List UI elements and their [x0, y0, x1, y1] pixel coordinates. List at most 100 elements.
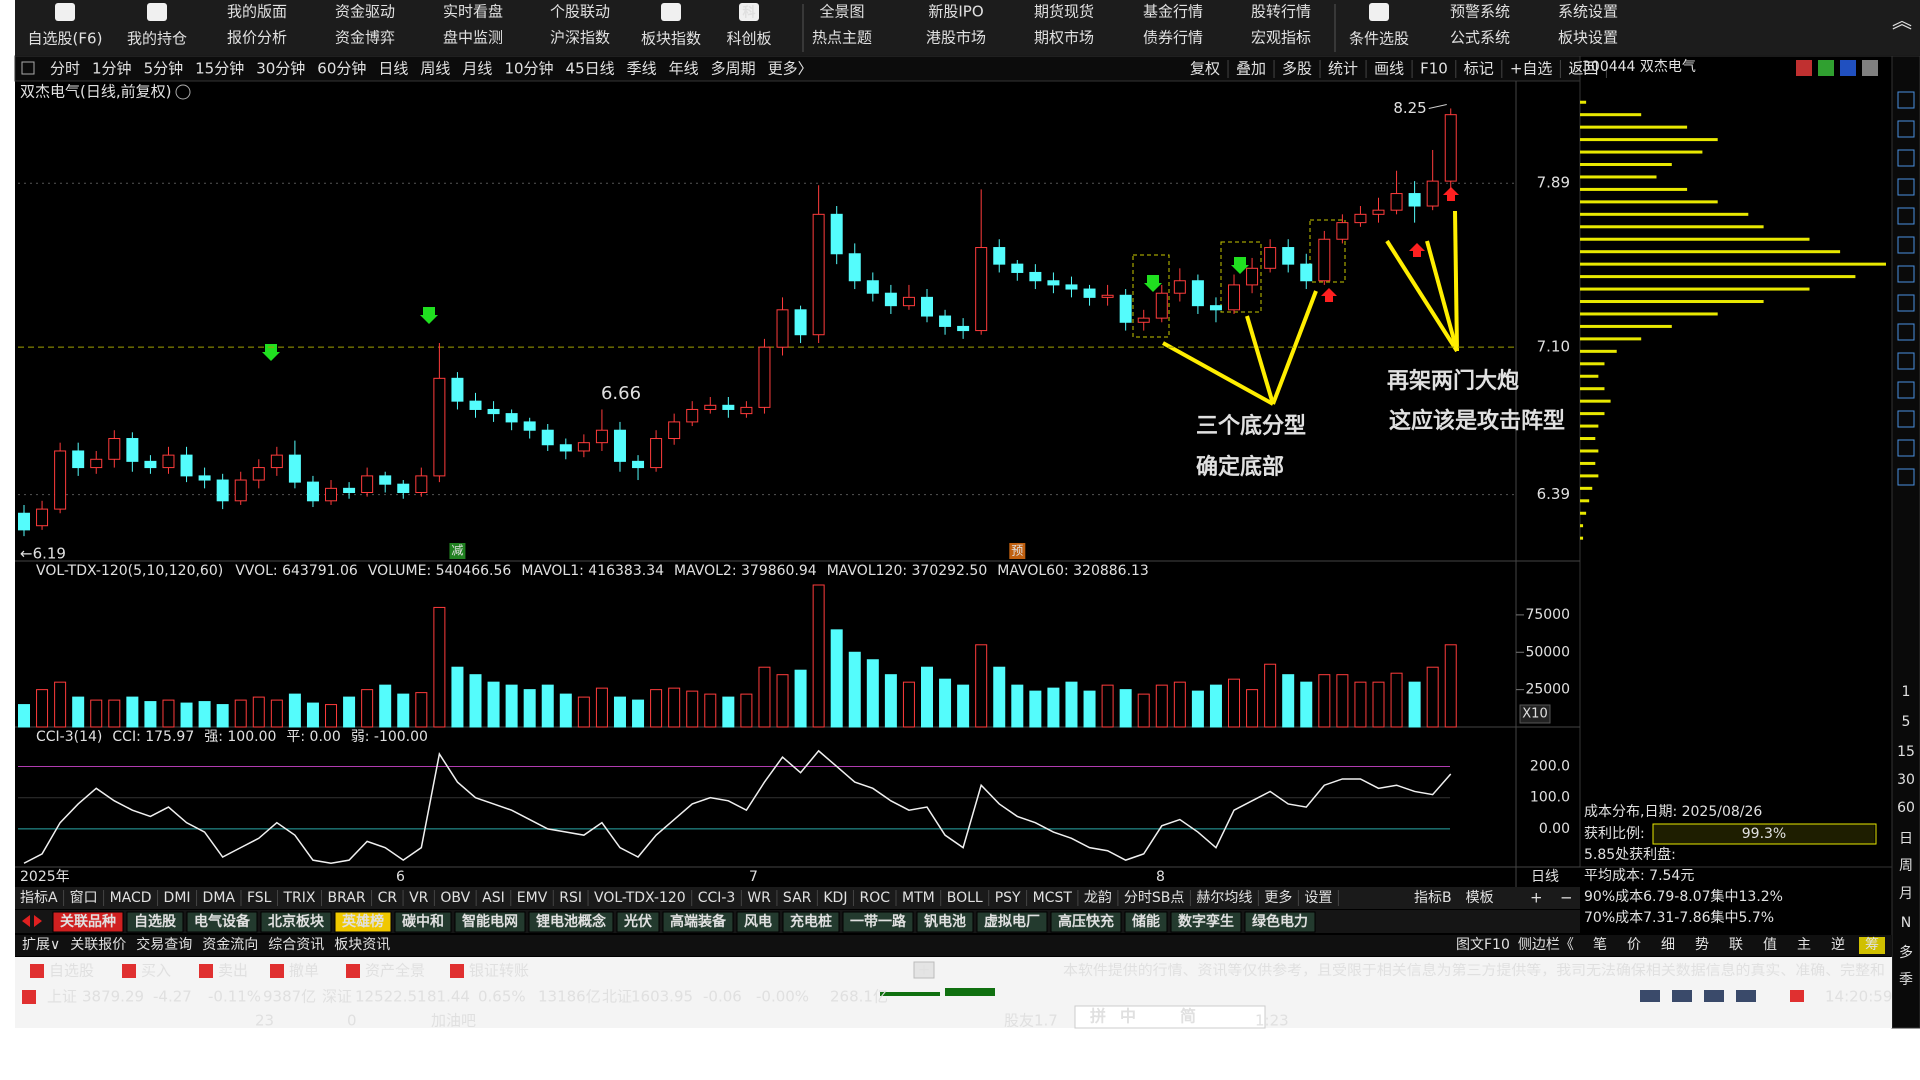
sector-tab[interactable]: 虚拟电厂: [984, 913, 1040, 930]
toolbar-item[interactable]: 板块设置: [1558, 29, 1618, 47]
ime-key[interactable]: 简: [1180, 1007, 1196, 1026]
toolbar-icon[interactable]: [661, 3, 681, 21]
tray-icon[interactable]: [1640, 990, 1660, 1002]
trade-button[interactable]: 银证转账: [469, 962, 529, 980]
view-tab[interactable]: 主: [1797, 937, 1811, 953]
sector-tab[interactable]: 高端装备: [670, 913, 727, 930]
trade-icon[interactable]: [346, 964, 360, 978]
chart-tool[interactable]: 标记: [1464, 60, 1494, 78]
info-tab[interactable]: 侧边栏《: [1518, 937, 1574, 953]
indicator-tab[interactable]: DMI: [164, 890, 191, 906]
toolbar-icon[interactable]: [1369, 3, 1389, 21]
side-tool[interactable]: [1897, 149, 1915, 167]
side-icon[interactable]: [1796, 60, 1812, 76]
side-tool[interactable]: [1897, 323, 1915, 341]
side-icon[interactable]: [1818, 60, 1834, 76]
view-tab[interactable]: 笔: [1593, 937, 1607, 953]
period-tab[interactable]: 月线: [462, 60, 492, 78]
trade-button[interactable]: 撤单: [289, 962, 319, 980]
side-tool[interactable]: [1897, 207, 1915, 225]
indicator-tab[interactable]: DMA: [203, 890, 236, 906]
tray-icon[interactable]: [1790, 990, 1804, 1002]
period-tab[interactable]: 30分钟: [256, 60, 305, 78]
indicator-tab[interactable]: MTM: [902, 890, 935, 906]
indicator-tab[interactable]: RSI: [559, 890, 582, 906]
indicator-tab[interactable]: CCI-3: [698, 890, 736, 906]
side-period[interactable]: 15: [1897, 744, 1915, 760]
view-tab[interactable]: 联: [1729, 937, 1743, 953]
chart-tool[interactable]: 复权: [1190, 60, 1220, 78]
side-tool[interactable]: [1897, 410, 1915, 428]
trade-icon[interactable]: [30, 964, 44, 978]
indicator-tab[interactable]: MACD: [110, 890, 152, 906]
side-period[interactable]: N: [1901, 915, 1911, 931]
info-tab[interactable]: 资金流向: [202, 937, 258, 953]
indicator-tab[interactable]: 模板: [1466, 890, 1494, 906]
ime-key[interactable]: 拼: [1090, 1007, 1106, 1026]
period-tab[interactable]: 60分钟: [317, 60, 366, 78]
toolbar-item[interactable]: 盘中监测: [443, 29, 503, 47]
side-period[interactable]: 30: [1897, 772, 1915, 788]
sector-tab[interactable]: 高压快充: [1058, 913, 1114, 930]
chart-tool[interactable]: +自选: [1510, 60, 1553, 78]
indicator-tab[interactable]: EMV: [517, 890, 548, 906]
indicator-tab[interactable]: 设置: [1304, 890, 1332, 906]
info-tab[interactable]: 综合资讯: [268, 937, 324, 953]
side-period[interactable]: 日: [1899, 831, 1913, 847]
toolbar-item[interactable]: 我的持仓: [127, 30, 187, 48]
side-icon[interactable]: [1840, 60, 1856, 76]
chart-tool[interactable]: 叠加: [1236, 60, 1266, 78]
indicator-tab[interactable]: 窗口: [70, 889, 98, 906]
indicator-tab[interactable]: MCST: [1033, 890, 1073, 906]
side-tool[interactable]: [1897, 439, 1915, 457]
toolbar-item[interactable]: 沪深指数: [550, 29, 610, 47]
sector-tab[interactable]: 绿色电力: [1252, 913, 1308, 930]
side-tool[interactable]: [1897, 91, 1915, 109]
chart-tool[interactable]: 统计: [1328, 60, 1358, 78]
view-tab[interactable]: 势: [1695, 937, 1709, 953]
indicator-tab[interactable]: 龙韵: [1084, 890, 1112, 906]
sector-tab[interactable]: 数字孪生: [1178, 913, 1234, 930]
sector-tab[interactable]: 充电桩: [790, 913, 832, 930]
toolbar-item[interactable]: 公式系统: [1450, 29, 1510, 47]
indicator-tab[interactable]: 指标A: [20, 890, 58, 906]
info-tab[interactable]: 交易查询: [136, 936, 192, 953]
indicator-tab[interactable]: VR: [409, 890, 429, 906]
sector-tab[interactable]: 英雄榜: [341, 913, 384, 930]
toolbar-item[interactable]: 科创板: [726, 30, 771, 48]
indicator-tab[interactable]: 赫尔均线: [1196, 890, 1252, 906]
period-tab[interactable]: 5分钟: [144, 60, 184, 78]
period-tab[interactable]: 15分钟: [195, 60, 244, 78]
side-period[interactable]: 5: [1902, 714, 1911, 730]
view-tab[interactable]: 筹: [1865, 936, 1879, 953]
trade-button[interactable]: 资产全景: [365, 962, 425, 980]
title-dropdown[interactable]: [175, 84, 191, 100]
toolbar-item[interactable]: 条件选股: [1349, 30, 1409, 48]
toolbar-item[interactable]: 资金博弈: [335, 29, 395, 47]
period-tab[interactable]: 年线: [669, 60, 699, 78]
indicator-tab[interactable]: 指标B: [1414, 890, 1452, 906]
side-tool[interactable]: [1897, 294, 1915, 312]
period-tab[interactable]: 周线: [420, 60, 450, 78]
add-icon[interactable]: +: [1530, 889, 1543, 907]
sector-tab[interactable]: 风电: [744, 913, 772, 930]
side-tool[interactable]: [1897, 381, 1915, 399]
side-tool[interactable]: [1897, 120, 1915, 138]
info-tab[interactable]: 板块资讯: [334, 937, 390, 953]
trade-icon[interactable]: [199, 964, 213, 978]
indicator-tab[interactable]: KDJ: [823, 890, 847, 906]
toolbar-item[interactable]: 系统设置: [1558, 3, 1618, 21]
indicator-tab[interactable]: CR: [378, 890, 398, 906]
ime-key[interactable]: 中: [1120, 1007, 1136, 1026]
info-tab[interactable]: 关联报价: [70, 937, 126, 953]
trade-button[interactable]: 自选股: [49, 962, 94, 980]
toolbar-icon[interactable]: [147, 3, 167, 21]
chart-tool[interactable]: 返回: [1568, 60, 1598, 78]
menu-icon[interactable]: [21, 61, 35, 75]
sector-tab[interactable]: 钒电池: [924, 913, 966, 930]
toolbar-icon[interactable]: [739, 3, 759, 21]
sector-tab[interactable]: 电气设备: [194, 913, 251, 930]
sector-scroll[interactable]: [22, 915, 42, 927]
trade-icon[interactable]: [122, 964, 136, 978]
trade-icon[interactable]: [450, 964, 464, 978]
